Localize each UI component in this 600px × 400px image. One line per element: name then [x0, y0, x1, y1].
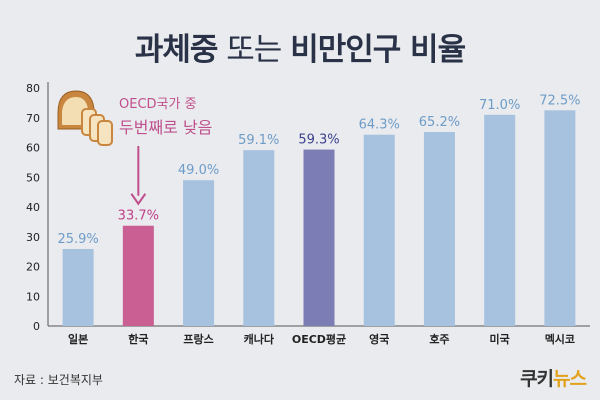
- x-tick-label: 영국: [369, 333, 389, 346]
- y-tick-label: 10: [26, 290, 40, 303]
- x-tick-label: 프랑스: [183, 333, 213, 346]
- chart-title: 과체중 또는 비만인구 비율: [0, 24, 600, 69]
- x-tick-label: 멕시코: [545, 332, 575, 346]
- bar: [363, 134, 395, 326]
- y-tick-label: 0: [33, 320, 40, 333]
- source-text: 자료 : 보건복지부: [14, 373, 103, 387]
- x-tick-label: OECD평균: [292, 332, 346, 346]
- bar: [122, 225, 154, 326]
- title-normal: 또는: [217, 32, 291, 68]
- bar-value-label: 72.5%: [539, 93, 580, 108]
- annotation-line2: 두번째로 낮음: [119, 118, 213, 137]
- y-tick-label: 70: [26, 112, 40, 125]
- x-tick-label: 일본: [68, 332, 88, 346]
- bar: [484, 114, 516, 327]
- annotation-arrow-head: [130, 193, 147, 206]
- bar: [303, 149, 335, 326]
- bar-value-label: 59.1%: [238, 133, 279, 148]
- bar-value-label: 59.3%: [298, 133, 339, 148]
- bar: [62, 248, 94, 326]
- title-bold-1: 과체중: [134, 32, 219, 68]
- y-tick-label: 60: [26, 142, 40, 155]
- bar-value-label: 64.3%: [359, 118, 400, 133]
- bar-value-label: 65.2%: [419, 115, 460, 130]
- x-tick-label: 미국: [490, 332, 510, 346]
- brand-logo: 쿠키뉴스: [520, 364, 587, 391]
- x-tick-label: 호주: [429, 332, 449, 346]
- bar: [423, 132, 455, 326]
- brand-part2: 뉴스: [553, 368, 587, 390]
- bar-value-label: 49.0%: [178, 163, 219, 178]
- x-tick-label: 한국: [128, 332, 148, 346]
- bar-value-label: 25.9%: [57, 232, 98, 247]
- y-tick-label: 30: [26, 231, 40, 244]
- bar-value-label: 71.0%: [479, 98, 520, 113]
- bar-value-label: 33.7%: [118, 209, 159, 224]
- bar: [243, 150, 275, 326]
- bar: [183, 180, 215, 326]
- y-tick-label: 50: [26, 171, 40, 184]
- annotation-line1: OECD국가 중: [119, 97, 197, 112]
- x-tick-label: 캐나다: [244, 332, 275, 346]
- y-tick-label: 20: [26, 261, 40, 274]
- bread-icon: [57, 90, 113, 146]
- title-bold-2: 비만인구 비율: [290, 32, 466, 68]
- y-tick-label: 40: [26, 201, 40, 214]
- brand-part1: 쿠키: [520, 368, 554, 390]
- annotation: OECD국가 중 두번째로 낮음: [119, 93, 212, 138]
- bar: [544, 110, 576, 326]
- y-tick-label: 80: [26, 82, 40, 95]
